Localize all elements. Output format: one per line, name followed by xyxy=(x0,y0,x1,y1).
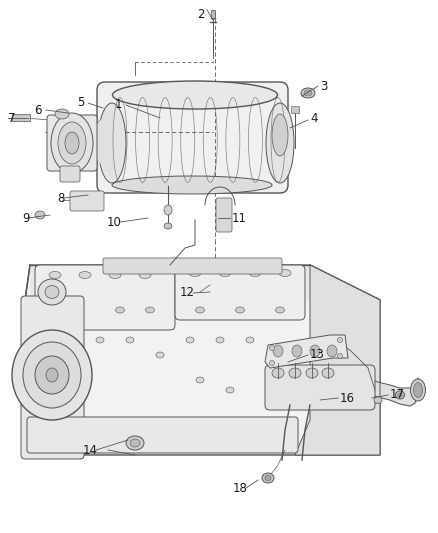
Ellipse shape xyxy=(55,109,69,119)
Ellipse shape xyxy=(301,88,315,98)
Ellipse shape xyxy=(113,81,278,109)
Ellipse shape xyxy=(236,307,244,313)
Ellipse shape xyxy=(276,307,285,313)
Text: 9: 9 xyxy=(22,212,30,224)
FancyBboxPatch shape xyxy=(216,198,232,232)
Ellipse shape xyxy=(292,345,302,357)
Ellipse shape xyxy=(145,307,155,313)
Ellipse shape xyxy=(310,345,320,357)
Text: 11: 11 xyxy=(232,212,247,224)
Text: 10: 10 xyxy=(107,215,122,229)
Ellipse shape xyxy=(216,337,224,343)
Ellipse shape xyxy=(189,270,201,277)
Ellipse shape xyxy=(410,379,425,401)
Ellipse shape xyxy=(51,113,93,173)
Text: 14: 14 xyxy=(83,443,98,456)
FancyBboxPatch shape xyxy=(21,296,84,459)
Text: 6: 6 xyxy=(35,103,42,117)
Ellipse shape xyxy=(12,330,92,420)
Ellipse shape xyxy=(98,103,126,183)
Ellipse shape xyxy=(338,353,343,359)
FancyBboxPatch shape xyxy=(47,115,97,171)
Ellipse shape xyxy=(195,307,205,313)
Ellipse shape xyxy=(109,271,121,279)
Ellipse shape xyxy=(130,439,140,447)
Ellipse shape xyxy=(272,368,284,378)
Text: 16: 16 xyxy=(340,392,355,405)
Ellipse shape xyxy=(306,368,318,378)
Ellipse shape xyxy=(156,352,164,358)
FancyBboxPatch shape xyxy=(103,258,282,274)
Ellipse shape xyxy=(23,342,81,408)
Ellipse shape xyxy=(226,387,234,393)
Text: 3: 3 xyxy=(320,79,327,93)
Ellipse shape xyxy=(46,368,58,382)
Ellipse shape xyxy=(269,360,275,366)
Text: 13: 13 xyxy=(310,349,325,361)
Ellipse shape xyxy=(265,475,271,481)
FancyBboxPatch shape xyxy=(27,417,298,453)
Text: 12: 12 xyxy=(180,287,195,300)
Ellipse shape xyxy=(279,270,291,277)
Ellipse shape xyxy=(338,337,343,343)
Ellipse shape xyxy=(112,176,272,194)
FancyBboxPatch shape xyxy=(175,265,305,320)
Ellipse shape xyxy=(413,383,423,398)
Ellipse shape xyxy=(262,473,274,483)
Ellipse shape xyxy=(186,337,194,343)
Polygon shape xyxy=(295,265,380,455)
Ellipse shape xyxy=(322,368,334,378)
Ellipse shape xyxy=(35,356,69,394)
Ellipse shape xyxy=(65,132,79,154)
Ellipse shape xyxy=(398,393,403,397)
Ellipse shape xyxy=(249,270,261,277)
Text: 8: 8 xyxy=(58,191,65,205)
Bar xyxy=(12,114,30,121)
Text: 18: 18 xyxy=(233,481,248,495)
Ellipse shape xyxy=(272,114,288,156)
Ellipse shape xyxy=(269,345,275,351)
FancyBboxPatch shape xyxy=(70,191,104,211)
Ellipse shape xyxy=(38,279,66,305)
Ellipse shape xyxy=(327,345,337,357)
FancyBboxPatch shape xyxy=(35,265,175,330)
FancyBboxPatch shape xyxy=(60,166,80,182)
Ellipse shape xyxy=(374,397,382,403)
Ellipse shape xyxy=(196,377,204,383)
Polygon shape xyxy=(265,335,348,368)
Ellipse shape xyxy=(126,436,144,450)
Ellipse shape xyxy=(79,271,91,279)
Polygon shape xyxy=(25,265,380,455)
Ellipse shape xyxy=(396,391,405,399)
Bar xyxy=(291,106,299,113)
Ellipse shape xyxy=(266,103,294,183)
Text: 4: 4 xyxy=(310,111,318,125)
Ellipse shape xyxy=(96,337,104,343)
Ellipse shape xyxy=(164,205,172,215)
Text: 1: 1 xyxy=(114,99,122,111)
Ellipse shape xyxy=(273,345,283,357)
Ellipse shape xyxy=(246,337,254,343)
Ellipse shape xyxy=(58,122,86,164)
Ellipse shape xyxy=(219,270,231,277)
Text: 2: 2 xyxy=(198,8,205,21)
FancyBboxPatch shape xyxy=(97,82,288,193)
Ellipse shape xyxy=(164,223,172,229)
Ellipse shape xyxy=(304,90,312,96)
Text: 7: 7 xyxy=(8,111,15,125)
Bar xyxy=(211,10,215,18)
Ellipse shape xyxy=(116,307,124,313)
Ellipse shape xyxy=(45,286,59,298)
Text: 17: 17 xyxy=(390,389,405,401)
FancyBboxPatch shape xyxy=(265,365,375,410)
Ellipse shape xyxy=(49,271,61,279)
Ellipse shape xyxy=(139,271,151,279)
Ellipse shape xyxy=(126,337,134,343)
Text: 5: 5 xyxy=(77,96,84,109)
Ellipse shape xyxy=(35,211,45,219)
Ellipse shape xyxy=(289,368,301,378)
